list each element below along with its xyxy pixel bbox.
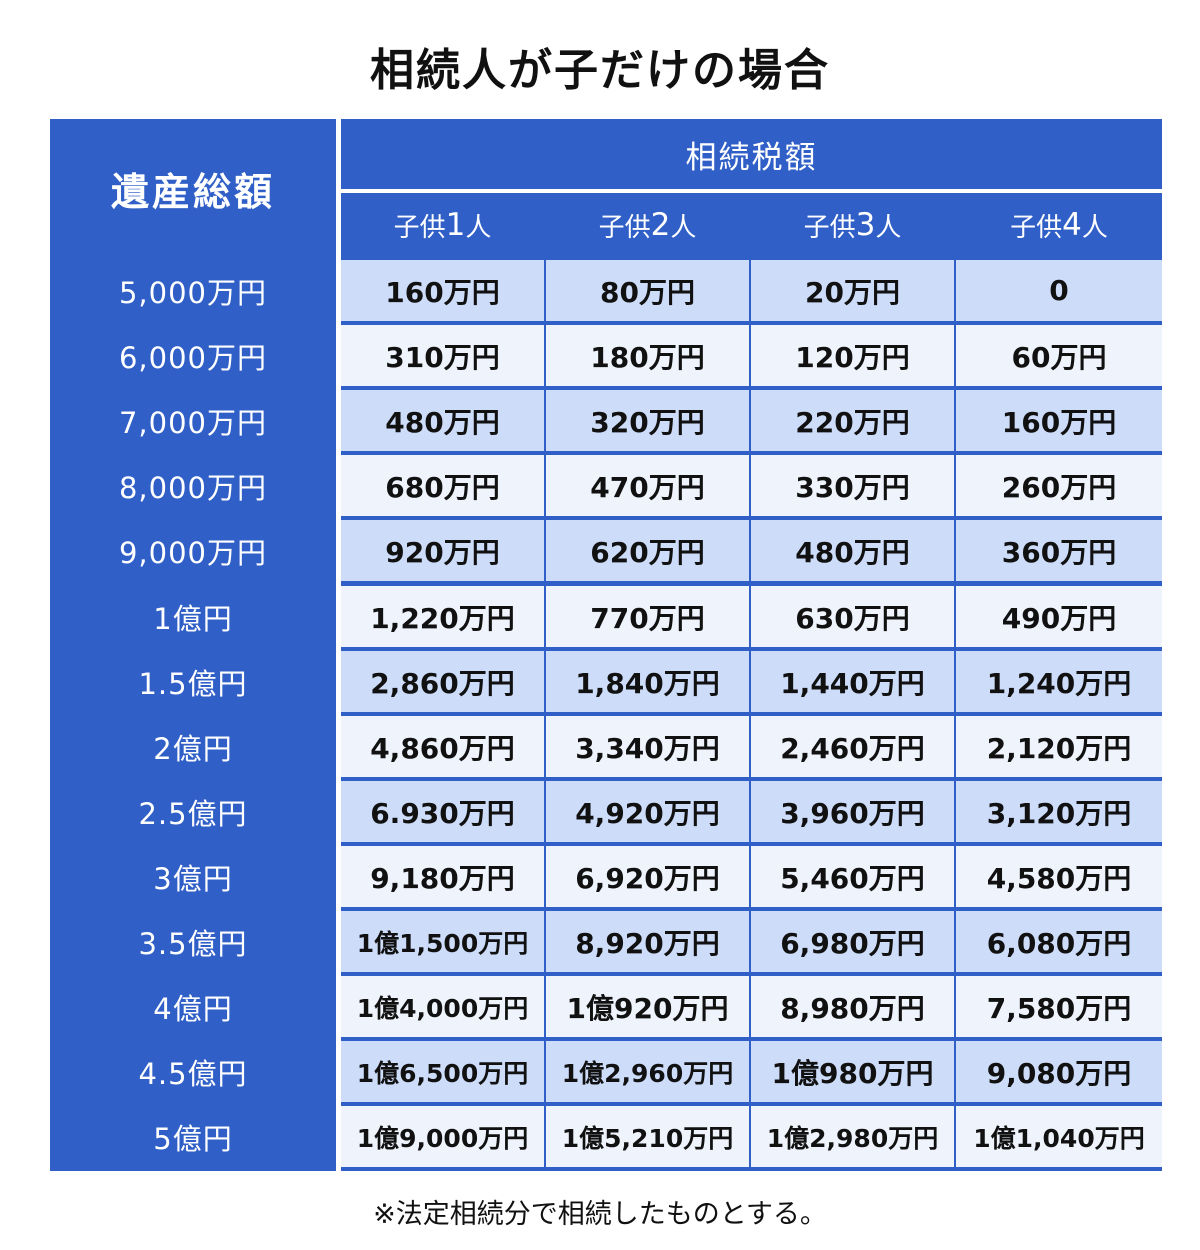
- row-header-estate-total: 5,000万円: [50, 260, 336, 321]
- tax-value-cell: 7,580万円: [956, 976, 1162, 1037]
- tax-value-cell: 20万円: [751, 260, 954, 321]
- tax-value-cell: 3,340万円: [546, 716, 749, 777]
- tax-value-cell: 8,920万円: [546, 911, 749, 972]
- tax-value-cell: 9,180万円: [341, 846, 544, 907]
- row-header-estate-total: 4.5億円: [50, 1041, 336, 1102]
- page-title: 相続人が子だけの場合: [370, 45, 830, 96]
- tax-value-cell: 360万円: [956, 520, 1162, 581]
- group-header-divider: [341, 189, 1162, 193]
- column-header-suffix: 人: [465, 212, 492, 243]
- tax-amount-header: 相続税額: [341, 119, 1162, 189]
- tax-value-cell: 330万円: [751, 455, 954, 516]
- tax-value-cell: 0: [956, 260, 1162, 321]
- tax-value-cell: 310万円: [341, 325, 544, 386]
- column-header-children-3: 子供 3 人: [751, 193, 954, 257]
- tax-value-cell: 630万円: [751, 586, 954, 647]
- tax-value-cell: 2,460万円: [751, 716, 954, 777]
- tax-value-cell: 480万円: [751, 520, 954, 581]
- row-header-estate-total: 2.5億円: [50, 781, 336, 842]
- column-header-number: 3: [855, 207, 876, 243]
- tax-value-cell: 1億2,960万円: [546, 1041, 749, 1102]
- tax-value-cell: 6.930万円: [341, 781, 544, 842]
- tax-value-cell: 480万円: [341, 390, 544, 451]
- tax-value-cell: 2,860万円: [341, 651, 544, 712]
- tax-value-cell: 1,440万円: [751, 651, 954, 712]
- tax-value-cell: 490万円: [956, 586, 1162, 647]
- tax-value-cell: 680万円: [341, 455, 544, 516]
- row-header-estate-total: 4億円: [50, 976, 336, 1037]
- tax-value-cell: 1億6,500万円: [341, 1041, 544, 1102]
- inheritance-tax-table: 遺産総額 相続税額 子供 1 人子供 2 人子供 3 人子供 4 人 5,000万円 160万円 80…: [50, 119, 1162, 1171]
- tax-value-cell: 260万円: [956, 455, 1162, 516]
- row-header-estate-total: 2億円: [50, 716, 336, 777]
- column-header-children-1: 子供 1 人: [341, 193, 544, 257]
- tax-value-cell: 8,980万円: [751, 976, 954, 1037]
- column-header-children-4: 子供 4 人: [956, 193, 1162, 257]
- tax-value-cell: 620万円: [546, 520, 749, 581]
- row-header-estate-total: 6,000万円: [50, 325, 336, 386]
- tax-value-cell: 60万円: [956, 325, 1162, 386]
- tax-value-cell: 920万円: [341, 520, 544, 581]
- tax-value-cell: 1億4,000万円: [341, 976, 544, 1037]
- tax-value-cell: 220万円: [751, 390, 954, 451]
- tax-value-cell: 3,960万円: [751, 781, 954, 842]
- tax-value-cell: 1億2,980万円: [751, 1106, 954, 1167]
- row-header-estate-total: 1.5億円: [50, 651, 336, 712]
- tax-value-cell: 4,860万円: [341, 716, 544, 777]
- estate-total-header: 遺産総額: [50, 119, 336, 257]
- tax-value-cell: 3,120万円: [956, 781, 1162, 842]
- column-header-prefix: 子供: [803, 212, 856, 243]
- row-header-estate-total: 9,000万円: [50, 520, 336, 581]
- tax-value-cell: 120万円: [751, 325, 954, 386]
- tax-value-cell: 1,240万円: [956, 651, 1162, 712]
- row-header-estate-total: 1億円: [50, 586, 336, 647]
- row-header-estate-total: 5億円: [50, 1106, 336, 1167]
- tax-value-cell: 6,920万円: [546, 846, 749, 907]
- column-header-suffix: 人: [875, 212, 902, 243]
- tax-value-cell: 6,980万円: [751, 911, 954, 972]
- column-header-children-2: 子供 2 人: [546, 193, 749, 257]
- tax-value-cell: 180万円: [546, 325, 749, 386]
- column-header-suffix: 人: [670, 212, 697, 243]
- column-header-suffix: 人: [1081, 212, 1108, 243]
- row-header-estate-total: 8,000万円: [50, 455, 336, 516]
- column-header-prefix: 子供: [598, 212, 651, 243]
- tax-value-cell: 2,120万円: [956, 716, 1162, 777]
- tax-value-cell: 1億9,000万円: [341, 1106, 544, 1167]
- tax-value-cell: 160万円: [341, 260, 544, 321]
- tax-value-cell: 1億1,040万円: [956, 1106, 1162, 1167]
- tax-value-cell: 1億5,210万円: [546, 1106, 749, 1167]
- column-header-prefix: 子供: [393, 212, 446, 243]
- tax-value-cell: 4,580万円: [956, 846, 1162, 907]
- row-header-estate-total: 7,000万円: [50, 390, 336, 451]
- tax-value-cell: 470万円: [546, 455, 749, 516]
- tax-value-cell: 5,460万円: [751, 846, 954, 907]
- column-header-number: 2: [650, 207, 671, 243]
- column-header-number: 4: [1062, 207, 1082, 243]
- tax-value-cell: 1億920万円: [546, 976, 749, 1037]
- tax-value-cell: 1億980万円: [751, 1041, 954, 1102]
- tax-value-cell: 6,080万円: [956, 911, 1162, 972]
- tax-value-cell: 1,220万円: [341, 586, 544, 647]
- header-divider: [336, 119, 341, 1171]
- column-header-prefix: 子供: [1010, 212, 1063, 243]
- row-header-estate-total: 3億円: [50, 846, 336, 907]
- column-header-number: 1: [445, 207, 466, 243]
- tax-value-cell: 80万円: [546, 260, 749, 321]
- tax-value-cell: 770万円: [546, 586, 749, 647]
- footnote: ※法定相続分で相続したものとする。: [373, 1199, 827, 1230]
- tax-value-cell: 9,080万円: [956, 1041, 1162, 1102]
- tax-value-cell: 1,840万円: [546, 651, 749, 712]
- tax-value-cell: 1億1,500万円: [341, 911, 544, 972]
- tax-value-cell: 320万円: [546, 390, 749, 451]
- row-header-estate-total: 3.5億円: [50, 911, 336, 972]
- tax-value-cell: 4,920万円: [546, 781, 749, 842]
- tax-value-cell: 160万円: [956, 390, 1162, 451]
